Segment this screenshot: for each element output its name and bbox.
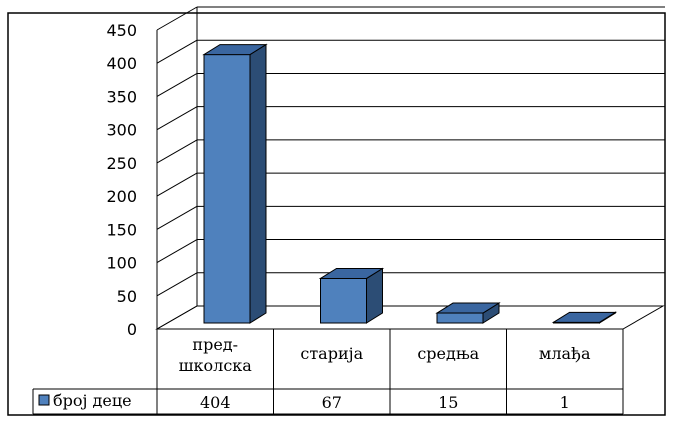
data-table-value: 15 [438,393,458,412]
data-table-value: 404 [200,393,231,412]
y-tick-label: 250 [106,154,137,173]
bar-top [435,302,501,314]
chart-frame [7,12,666,416]
bar-group [551,311,618,324]
gridline-side [156,139,198,164]
gridline-side [156,172,198,197]
y-tick-label: 350 [106,87,137,106]
data-table-value: 67 [322,393,342,412]
y-tick-label: 200 [106,187,137,206]
gridline-side [156,239,198,263]
gridline-side [156,73,198,97]
x-category-label: пред- [192,335,238,354]
y-tick-label: 400 [106,54,137,73]
gridline-side [156,272,198,297]
bar-group [318,267,385,324]
bar [436,312,484,324]
y-tick-label: 50 [117,287,137,306]
x-category-label: средња [417,344,479,363]
bar-top [318,267,385,279]
legend-swatch [38,394,50,406]
x-category-label: школска [179,356,253,375]
data-table-value: 1 [560,393,570,412]
y-tick-label: 100 [106,254,137,273]
legend-label: број деце [53,391,132,410]
bar [320,277,367,324]
bar-group [435,302,501,324]
bar-side [249,43,267,324]
x-category-label: млађа [539,344,591,363]
gridline-side [156,6,198,31]
gridline-side [156,106,198,131]
y-tick-label: 150 [106,220,137,239]
gridline-side [156,305,198,330]
gridline-side [156,205,198,230]
gridline-side [156,39,198,64]
y-tick-label: 0 [127,320,137,339]
y-tick-label: 450 [106,21,137,40]
bar-top [551,311,618,323]
bar-group [202,43,268,324]
y-tick-label: 300 [106,121,137,140]
bar-top [202,44,268,56]
bar [203,54,251,324]
x-category-label: старија [300,344,363,363]
